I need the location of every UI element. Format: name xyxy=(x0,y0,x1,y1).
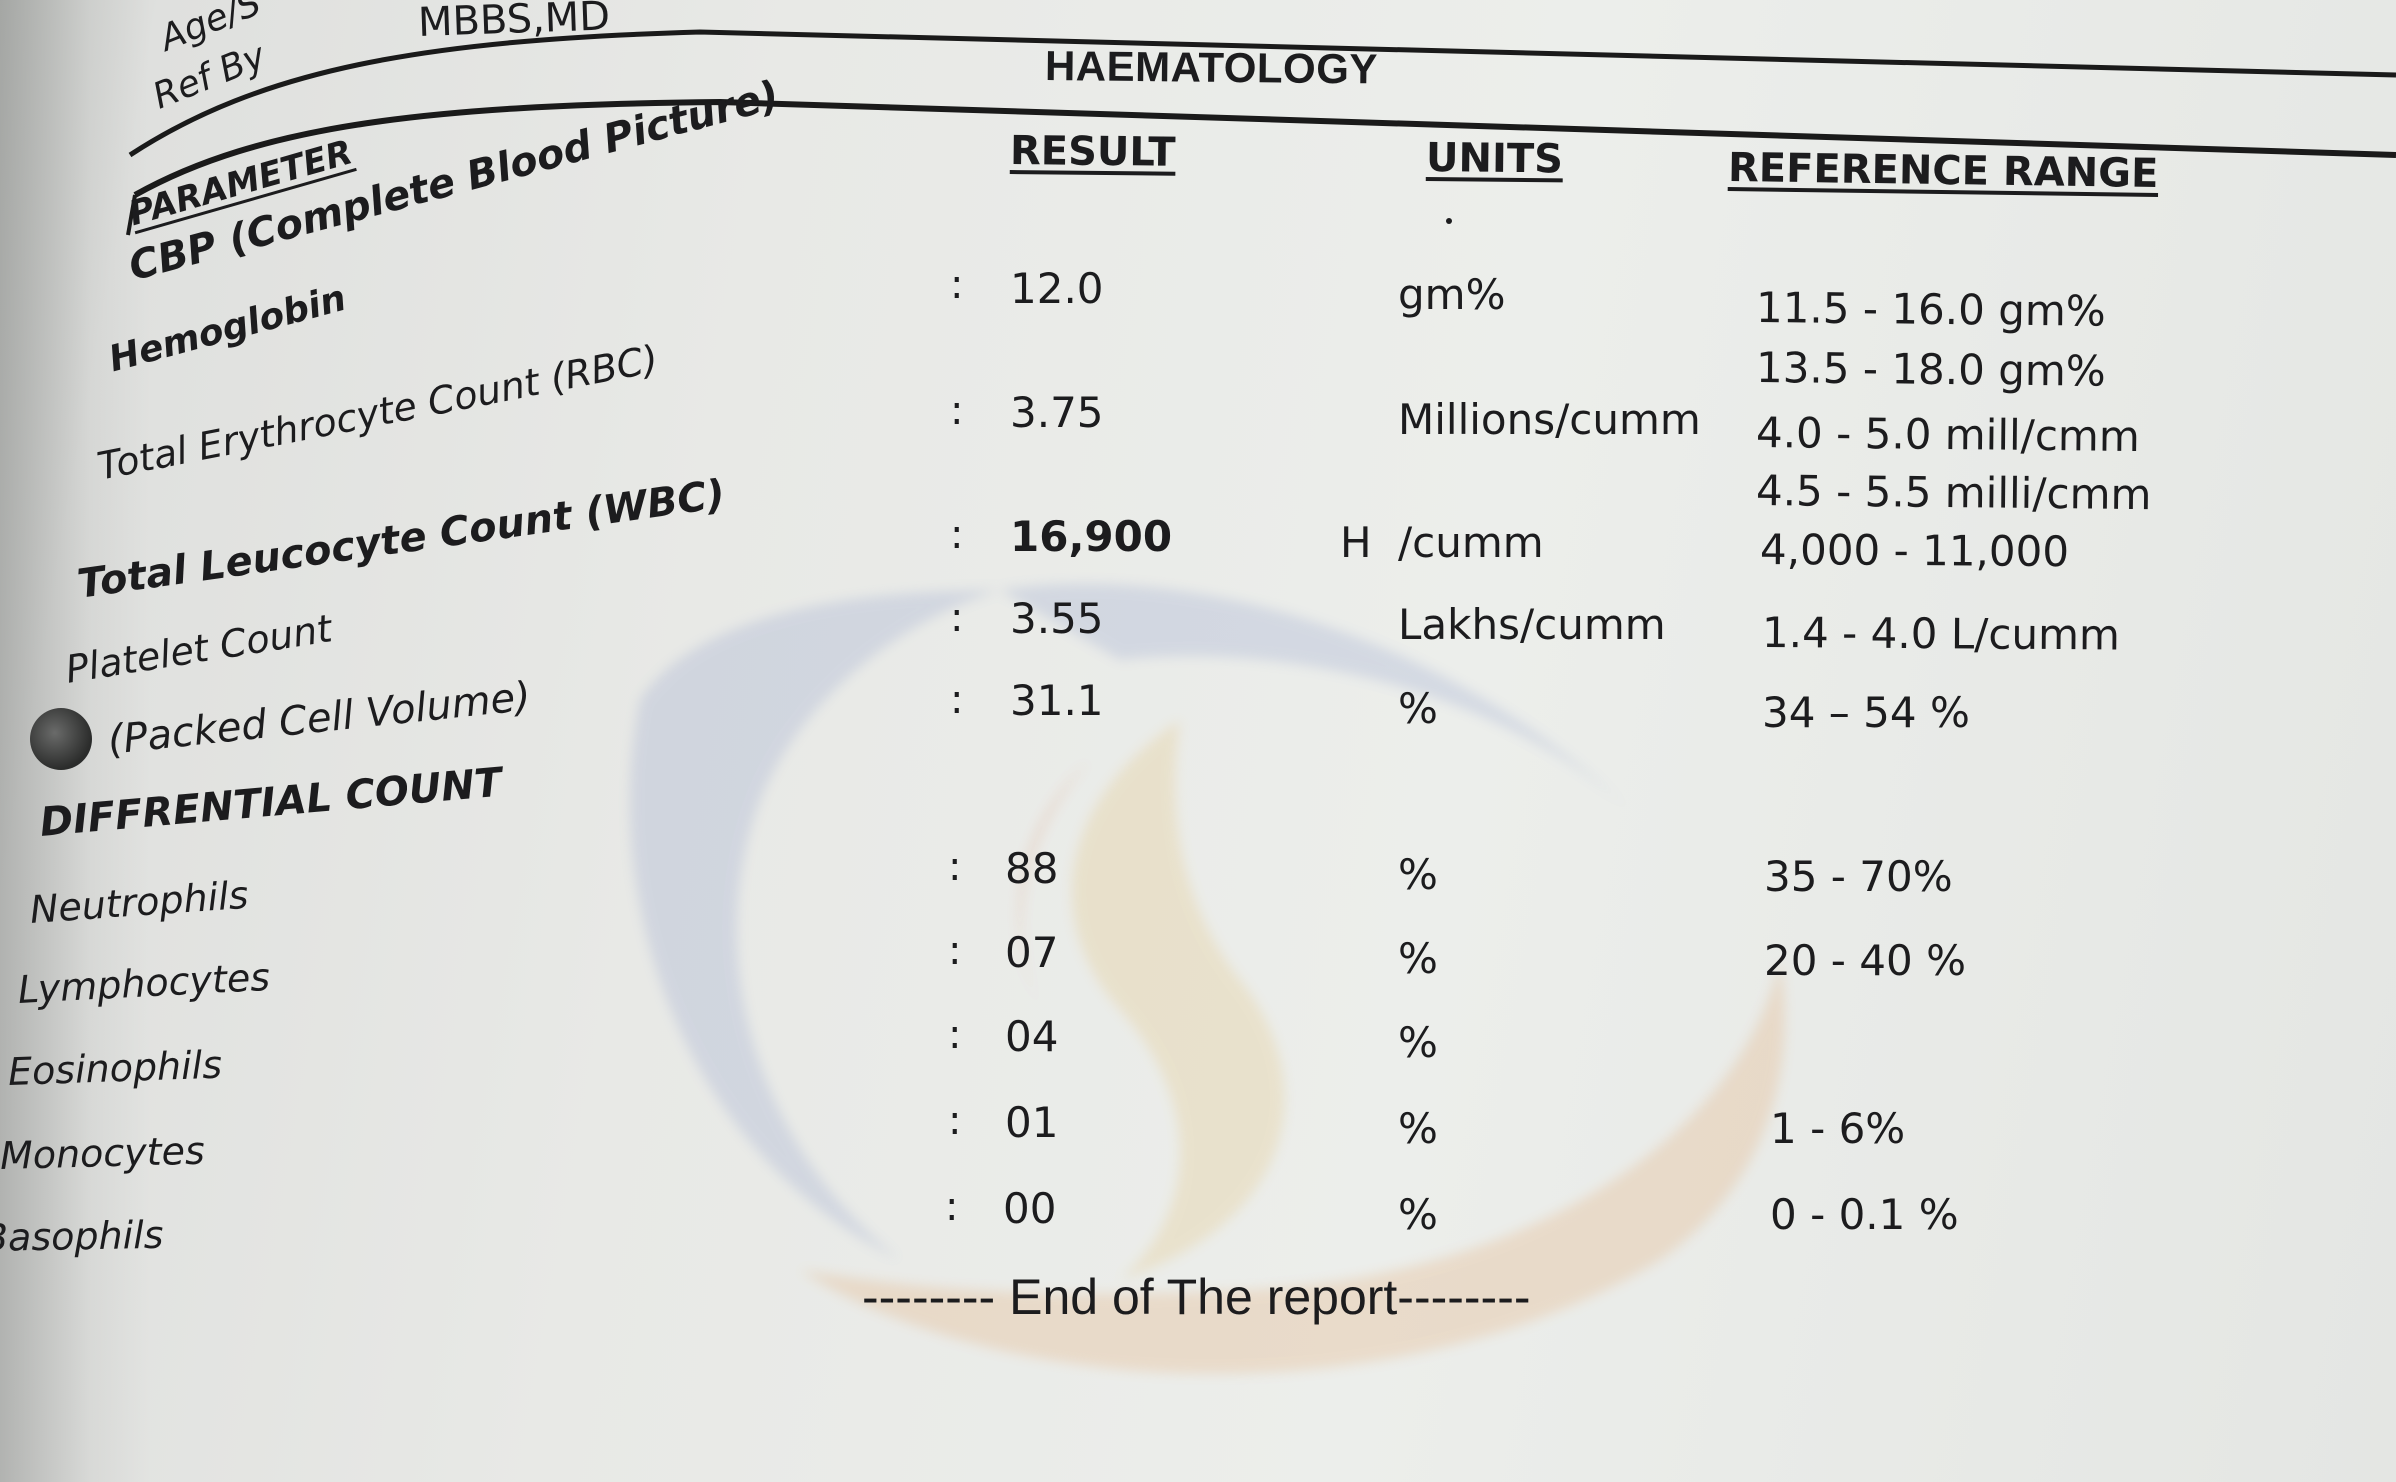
diff-unit-monocytes: % xyxy=(1398,1104,1438,1153)
diff-unit-neutrophils: % xyxy=(1398,850,1438,899)
row-ref-hemoglobin-1: 11.5 - 16.0 gm% xyxy=(1755,283,2106,336)
row-unit-rbc: Millions/cumm xyxy=(1398,395,1701,444)
diff-colon: : xyxy=(945,1184,959,1230)
row-result-pcv: 31.1 xyxy=(1010,676,1104,725)
row-ref-rbc-1: 4.0 - 5.0 mill/cmm xyxy=(1755,408,2141,462)
diff-ref-basophils: 0 - 0.1 % xyxy=(1770,1190,1959,1239)
row-result-wbc: 16,900 xyxy=(1010,512,1173,561)
diff-result-neutrophils: 88 xyxy=(1005,844,1059,893)
row-unit-pcv: % xyxy=(1398,684,1438,733)
diff-result-monocytes: 01 xyxy=(1005,1098,1059,1147)
row-colon: : xyxy=(950,595,964,641)
row-ref-platelet: 1.4 - 4.0 L/cumm xyxy=(1761,608,2121,660)
doctor-qualification: MBBS,MD xyxy=(417,0,611,46)
row-result-hemoglobin: 12.0 xyxy=(1010,264,1104,313)
column-header-result: RESULT xyxy=(1009,128,1176,176)
diff-colon: : xyxy=(948,1012,962,1058)
row-ref-wbc: 4,000 - 11,000 xyxy=(1759,525,2070,577)
row-unit-hemoglobin: gm% xyxy=(1398,270,1506,319)
diff-colon: : xyxy=(948,928,962,974)
row-flag-high-wbc: H xyxy=(1340,518,1372,567)
binder-hole xyxy=(30,708,92,770)
diff-ref-lymphocytes: 20 - 40 % xyxy=(1764,936,1967,985)
diff-unit-basophils: % xyxy=(1398,1190,1438,1239)
row-unit-platelet: Lakhs/cumm xyxy=(1398,600,1666,649)
section-title: HAEMATOLOGY xyxy=(1044,42,1379,93)
row-ref-hemoglobin-2: 13.5 - 18.0 gm% xyxy=(1755,343,2106,396)
diff-result-lymphocytes: 07 xyxy=(1005,928,1059,977)
diff-result-eosinophils: 04 xyxy=(1005,1012,1059,1061)
diff-result-basophils: 00 xyxy=(1003,1184,1057,1233)
diff-colon: : xyxy=(948,1098,962,1144)
diff-unit-eosinophils: % xyxy=(1398,1018,1438,1067)
diff-ref-monocytes: 1 - 6% xyxy=(1770,1104,1906,1153)
row-ref-rbc-2: 4.5 - 5.5 milli/cmm xyxy=(1755,466,2152,520)
column-header-reference-range: REFERENCE RANGE xyxy=(1727,145,2159,198)
row-colon: : xyxy=(950,262,964,308)
end-of-report-note: -------- End of The report-------- xyxy=(862,1269,1531,1325)
diff-ref-neutrophils: 35 - 70% xyxy=(1764,852,1953,901)
row-colon: : xyxy=(950,512,964,558)
row-colon: : xyxy=(950,388,964,434)
row-colon: : xyxy=(950,677,964,723)
row-ref-pcv: 34 – 54 % xyxy=(1762,688,1970,737)
diff-parameter-basophils: Basophils xyxy=(0,1212,164,1260)
row-result-rbc: 3.75 xyxy=(1010,388,1104,437)
diff-parameter-eosinophils: Eosinophils xyxy=(7,1042,223,1094)
diff-unit-lymphocytes: % xyxy=(1398,934,1438,983)
diff-colon: : xyxy=(948,844,962,890)
diff-parameter-monocytes: Monocytes xyxy=(0,1128,206,1178)
row-result-platelet: 3.55 xyxy=(1010,594,1104,643)
row-unit-wbc: /cumm xyxy=(1398,518,1544,567)
stray-dot-mark xyxy=(1446,218,1452,224)
column-header-units: UNITS xyxy=(1425,135,1564,183)
